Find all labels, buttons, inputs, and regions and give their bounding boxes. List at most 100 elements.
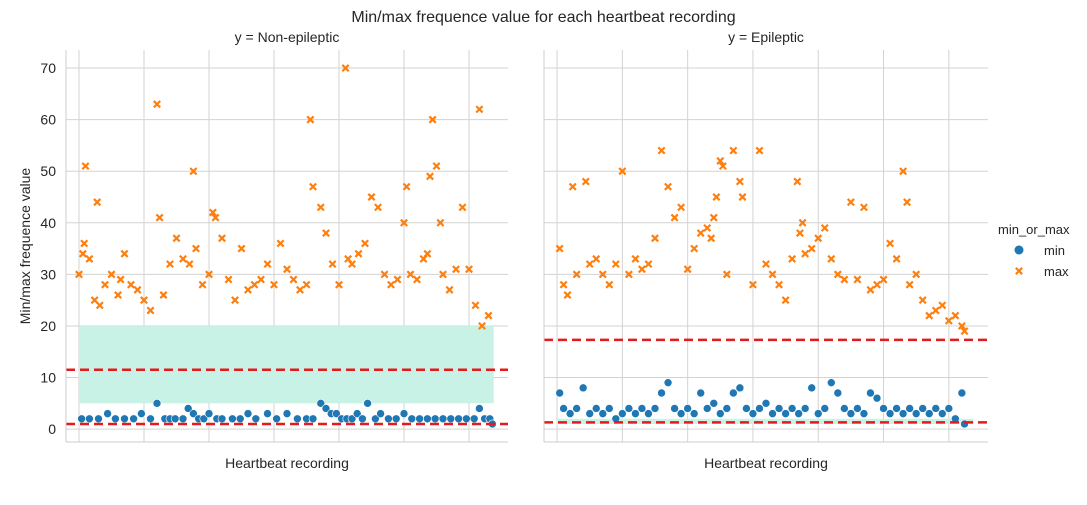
max-point xyxy=(960,327,969,336)
min-point xyxy=(146,414,155,424)
max-point xyxy=(859,203,868,212)
min-point xyxy=(183,404,193,413)
max-point xyxy=(218,234,226,243)
min-point xyxy=(957,388,967,398)
max-point xyxy=(127,280,135,289)
max-point xyxy=(296,285,304,294)
min-point xyxy=(794,409,803,418)
max-point xyxy=(302,280,311,289)
y-tick-label: 70 xyxy=(40,60,56,76)
min-point xyxy=(787,404,797,413)
reference-lines xyxy=(544,338,988,424)
panel-title: y = Epileptic xyxy=(728,29,804,45)
max-point xyxy=(393,275,402,284)
min-point xyxy=(272,414,281,424)
min-point xyxy=(872,393,882,403)
min-point xyxy=(228,414,237,424)
min-point xyxy=(918,404,928,413)
min-point xyxy=(332,409,341,418)
y-tick-label: 20 xyxy=(40,318,56,334)
max-point xyxy=(846,198,855,207)
max-point xyxy=(263,260,272,269)
min-point xyxy=(559,404,568,413)
min-point xyxy=(438,414,448,424)
min-point xyxy=(709,399,719,408)
min-point xyxy=(657,388,666,398)
min-point xyxy=(644,409,653,418)
min-point xyxy=(384,414,393,424)
max-point xyxy=(624,270,633,279)
max-point xyxy=(192,244,200,253)
panel-grid xyxy=(544,50,988,442)
max-point xyxy=(439,270,447,279)
min-point xyxy=(137,409,146,418)
min-point xyxy=(742,404,751,413)
max-point xyxy=(133,285,142,294)
min-point xyxy=(820,404,830,413)
max-point xyxy=(798,218,807,227)
max-point xyxy=(205,270,213,279)
legend-label: min xyxy=(1044,243,1065,258)
min-point xyxy=(263,409,272,418)
max-point xyxy=(257,275,265,284)
max-point xyxy=(75,270,83,279)
max-point xyxy=(683,265,692,274)
max-point xyxy=(309,182,317,191)
min-point xyxy=(604,404,614,413)
max-point xyxy=(400,218,408,227)
legend: min_or_max min max xyxy=(998,222,1070,279)
max-point xyxy=(833,270,842,279)
max-point xyxy=(289,275,298,284)
min-point xyxy=(129,414,138,424)
max-point xyxy=(367,193,376,201)
max-point xyxy=(775,280,784,289)
min-point xyxy=(618,409,627,418)
max-point xyxy=(951,311,960,320)
max-point xyxy=(159,291,168,299)
chart-title: Min/max frequence value for each heartbe… xyxy=(351,9,735,26)
max-point xyxy=(707,234,716,243)
min-point xyxy=(696,388,706,398)
max-point xyxy=(892,254,901,263)
y-tick-label: 0 xyxy=(48,421,56,437)
max-point xyxy=(93,198,102,207)
max-point xyxy=(781,296,790,305)
max-point xyxy=(423,249,432,258)
max-point xyxy=(605,280,614,289)
max-point xyxy=(354,249,363,258)
min-point xyxy=(931,404,941,413)
min-point xyxy=(85,414,94,424)
max-point xyxy=(827,254,836,263)
max-point xyxy=(585,260,594,269)
y-tick-label: 30 xyxy=(40,266,56,282)
dense-points-band xyxy=(79,325,494,404)
min-point xyxy=(352,409,362,418)
y-tick-labels: 0 10 20 30 40 50 60 70 xyxy=(40,60,56,437)
min-point xyxy=(555,388,564,398)
min-point xyxy=(840,404,849,413)
legend-marker-x xyxy=(1015,267,1023,275)
max-point xyxy=(237,244,246,253)
max-point xyxy=(879,275,888,284)
min-point xyxy=(676,409,686,418)
max-point xyxy=(322,229,330,238)
min-point xyxy=(170,414,180,424)
max-point xyxy=(592,254,601,263)
max-point xyxy=(690,244,699,253)
max-point xyxy=(905,280,914,289)
max-point xyxy=(738,193,747,201)
min-point xyxy=(631,409,640,418)
min-point xyxy=(199,414,209,424)
max-point xyxy=(380,270,389,279)
max-point xyxy=(555,244,564,253)
panel-epileptic: y = Epileptic Heartbeat recording xyxy=(543,29,988,471)
max-point xyxy=(172,234,181,243)
max-point xyxy=(716,156,725,165)
min-point xyxy=(960,419,969,429)
max-point xyxy=(78,249,87,258)
min-point xyxy=(103,409,112,418)
min-point xyxy=(892,404,901,413)
min-point xyxy=(415,414,424,424)
min-point xyxy=(729,388,738,398)
